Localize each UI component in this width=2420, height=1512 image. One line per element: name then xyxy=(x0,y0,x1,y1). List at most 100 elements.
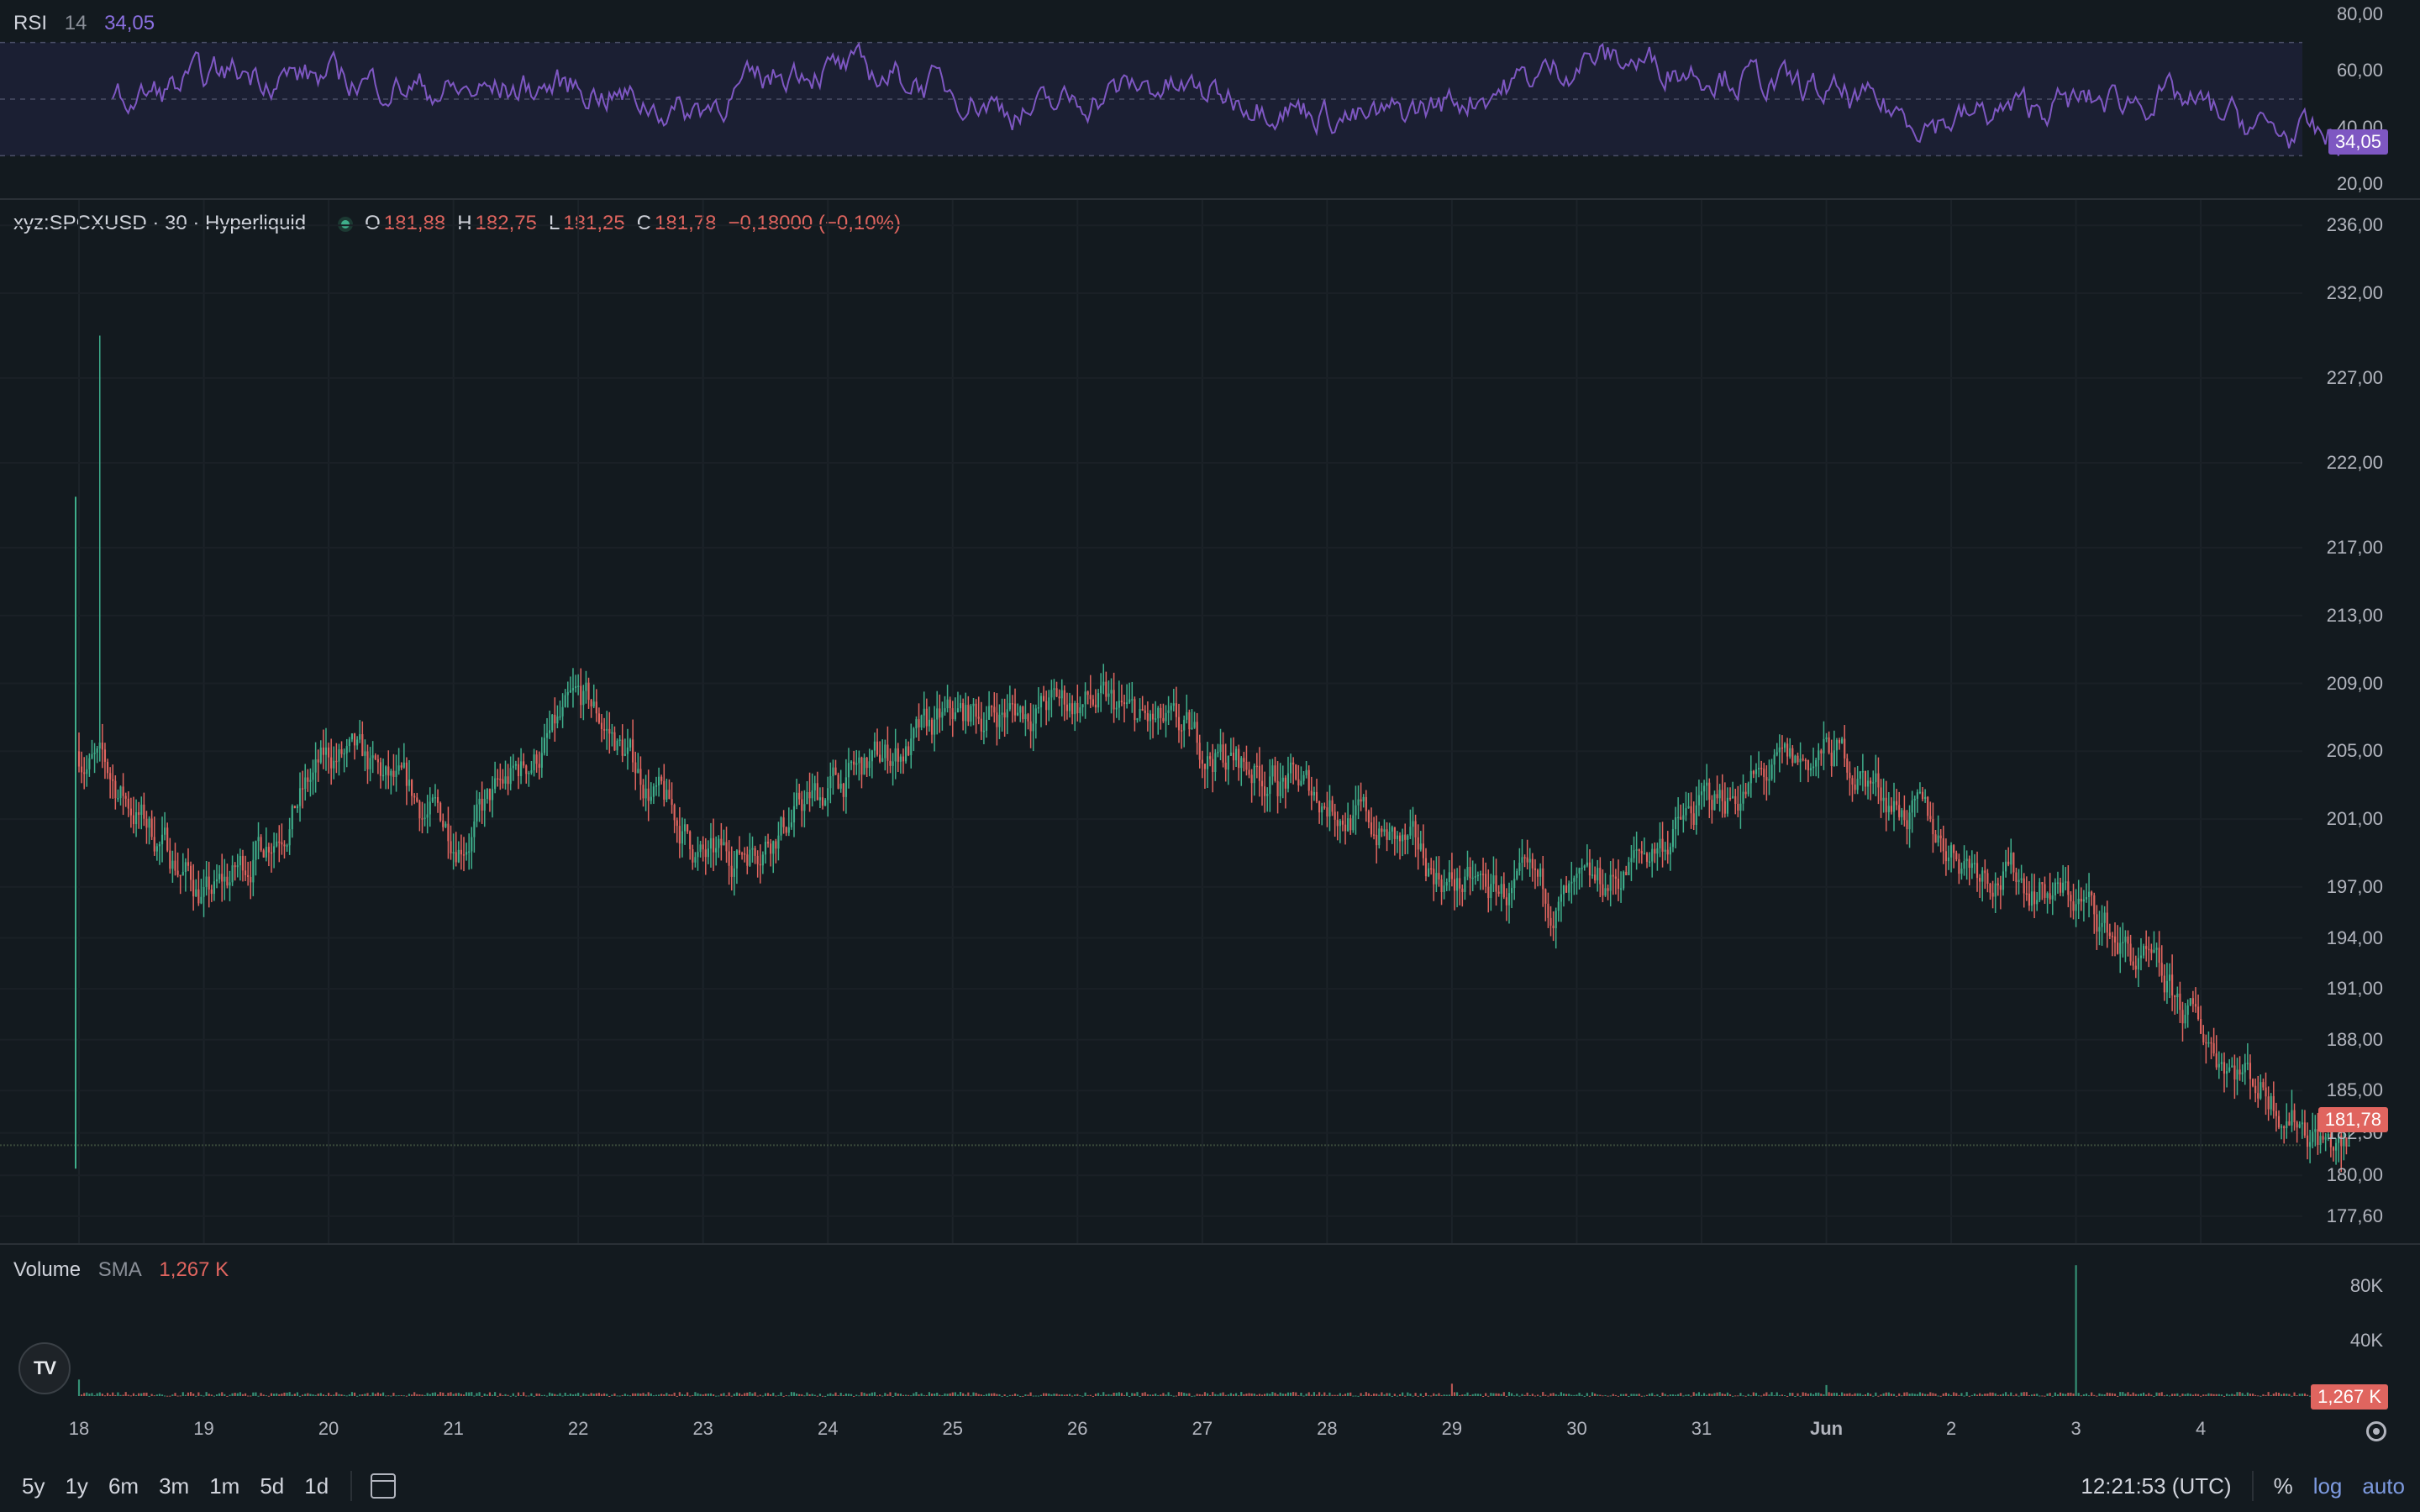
range-button-6m[interactable]: 6m xyxy=(108,1473,139,1499)
volume-bar xyxy=(832,1394,834,1396)
candle-body xyxy=(250,876,252,883)
volume-bar xyxy=(1060,1394,1063,1396)
volume-bar xyxy=(364,1394,366,1396)
time-tick-label: 3 xyxy=(2070,1418,2081,1439)
pane-separator[interactable] xyxy=(0,1243,2420,1245)
range-button-1y[interactable]: 1y xyxy=(65,1473,88,1499)
candle-body xyxy=(1695,805,1697,825)
volume-bar xyxy=(1407,1392,1409,1396)
volume-bar xyxy=(1224,1394,1227,1396)
volume-bar xyxy=(1534,1395,1537,1397)
utc-clock[interactable]: 12:21:53 (UTC) xyxy=(2081,1473,2232,1499)
volume-bar xyxy=(109,1394,112,1396)
price-tick-label: 222,00 xyxy=(2326,451,2383,473)
candle-body xyxy=(502,779,504,784)
volume-bar xyxy=(218,1393,221,1396)
candle-body xyxy=(436,797,439,803)
volume-bar xyxy=(1654,1395,1656,1397)
volume-bar xyxy=(1201,1394,1203,1396)
candle-body xyxy=(1680,816,1682,820)
volume-bar xyxy=(1214,1394,1217,1396)
volume-bar xyxy=(1479,1394,1482,1396)
candle-body xyxy=(2041,882,2044,885)
candle-body xyxy=(2111,936,2114,937)
volume-bar xyxy=(946,1394,949,1396)
candle-body xyxy=(764,842,767,855)
candle-body xyxy=(834,767,837,775)
auto-toggle[interactable]: auto xyxy=(2362,1473,2405,1499)
candle-body xyxy=(1128,699,1131,703)
candle-body xyxy=(1979,878,1981,882)
toolbar-divider xyxy=(350,1471,353,1501)
settings-gear-icon[interactable] xyxy=(2366,1421,2386,1441)
candle-body xyxy=(1752,770,1754,774)
volume-bar xyxy=(2288,1394,2291,1396)
right-controls: 12:21:53 (UTC) % log auto xyxy=(2081,1460,2405,1512)
volume-bar xyxy=(138,1393,140,1396)
volume-bar xyxy=(2124,1394,2127,1396)
symbol-label[interactable]: xyz:SPCXUSD · 30 · Hyperliquid xyxy=(13,212,307,234)
candle-body xyxy=(93,752,96,754)
volume-bar xyxy=(1643,1395,1646,1397)
volume-bar xyxy=(2158,1393,2160,1396)
candle-body xyxy=(1326,807,1328,817)
candle-body xyxy=(860,757,863,775)
volume-bar xyxy=(1807,1394,1809,1396)
candle-body xyxy=(283,844,286,847)
candle-body xyxy=(1076,702,1079,714)
candle-body xyxy=(2314,1129,2317,1132)
candle-body xyxy=(1048,697,1050,711)
candle-body xyxy=(381,774,385,777)
candle-body xyxy=(666,790,668,800)
candle-body xyxy=(551,714,554,731)
candle-body xyxy=(2117,942,2119,954)
time-tick-label: 2 xyxy=(1945,1418,1957,1439)
volume-bar xyxy=(1219,1393,1222,1396)
volume-bar xyxy=(1718,1392,1721,1396)
candle-body xyxy=(1141,708,1144,711)
time-axis[interactable]: 18 19 20 21 22 23 24 25 26 27 28 29 30 31 Jun 2 3 4 xyxy=(0,1418,2302,1446)
candle-body xyxy=(910,738,913,755)
pane-separator[interactable] xyxy=(0,198,2420,200)
range-button-5d[interactable]: 5d xyxy=(260,1473,285,1499)
candle-body xyxy=(364,751,366,756)
candle-body xyxy=(405,762,408,786)
candle-body xyxy=(1105,681,1107,697)
candle-body xyxy=(1160,707,1162,718)
candle-body xyxy=(155,846,158,852)
candle-body xyxy=(195,889,197,897)
candle-body xyxy=(1193,722,1196,728)
volume-bar xyxy=(88,1394,91,1396)
candle-body xyxy=(1409,827,1412,836)
volume-bar xyxy=(1562,1394,1565,1396)
volume-bar xyxy=(1284,1394,1286,1396)
range-button-3m[interactable]: 3m xyxy=(159,1473,190,1499)
candle-body xyxy=(1711,800,1713,811)
range-button-1m[interactable]: 1m xyxy=(209,1473,240,1499)
candle-body xyxy=(1671,829,1675,848)
tradingview-logo-icon[interactable]: TV xyxy=(18,1342,71,1394)
candle-body xyxy=(148,818,150,828)
candle-body xyxy=(244,870,247,875)
volume-bar xyxy=(1844,1394,1846,1396)
candle-body xyxy=(751,848,754,850)
range-button-1d[interactable]: 1d xyxy=(304,1473,329,1499)
volume-bar xyxy=(2191,1394,2194,1396)
range-button-5y[interactable]: 5y xyxy=(22,1473,45,1499)
candle-body xyxy=(879,754,881,762)
volume-bar xyxy=(642,1393,644,1396)
log-toggle[interactable]: log xyxy=(2312,1473,2343,1499)
percent-toggle[interactable]: % xyxy=(2273,1473,2293,1499)
volume-bar xyxy=(504,1394,507,1396)
volume-bar xyxy=(1778,1394,1781,1396)
candle-body xyxy=(1534,868,1537,870)
volume-pane[interactable]: Volume SMA 1,267 K 80K 40K 1,267 K xyxy=(0,1245,2420,1416)
candle-body xyxy=(2254,1085,2257,1094)
volume-bar xyxy=(844,1393,847,1396)
calendar-goto-date-icon[interactable] xyxy=(371,1473,397,1499)
price-pane[interactable]: xyz:SPCXUSD · 30 · Hyperliquid O 181,88 H 18… xyxy=(0,200,2420,1243)
volume-bar xyxy=(224,1394,226,1396)
volume-bar xyxy=(1222,1392,1224,1396)
rsi-pane[interactable]: RSI 14 34,05 80,00 60,00 40,00 20,00 34,05 xyxy=(0,0,2420,198)
candle-body xyxy=(1706,782,1708,786)
